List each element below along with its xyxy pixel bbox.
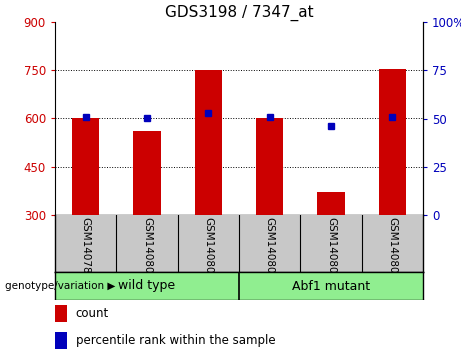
Text: GSM140801: GSM140801 bbox=[203, 217, 213, 280]
Bar bbox=[133, 131, 161, 215]
Text: GSM140803: GSM140803 bbox=[326, 217, 336, 280]
Title: GDS3198 / 7347_at: GDS3198 / 7347_at bbox=[165, 5, 313, 21]
Bar bbox=[378, 69, 406, 215]
Text: wild type: wild type bbox=[118, 280, 176, 292]
Text: Abf1 mutant: Abf1 mutant bbox=[292, 280, 370, 292]
Bar bbox=[55, 306, 66, 321]
Text: GSM140804: GSM140804 bbox=[387, 217, 397, 280]
Bar bbox=[72, 119, 100, 215]
Bar bbox=[256, 118, 284, 215]
Text: GSM140786: GSM140786 bbox=[81, 217, 91, 280]
Text: genotype/variation ▶: genotype/variation ▶ bbox=[5, 281, 115, 291]
Bar bbox=[195, 70, 222, 215]
Text: GSM140800: GSM140800 bbox=[142, 217, 152, 280]
Text: GSM140802: GSM140802 bbox=[265, 217, 275, 280]
Bar bbox=[317, 193, 345, 215]
Text: count: count bbox=[76, 307, 109, 320]
Text: percentile rank within the sample: percentile rank within the sample bbox=[76, 334, 275, 347]
Bar bbox=[55, 332, 66, 349]
